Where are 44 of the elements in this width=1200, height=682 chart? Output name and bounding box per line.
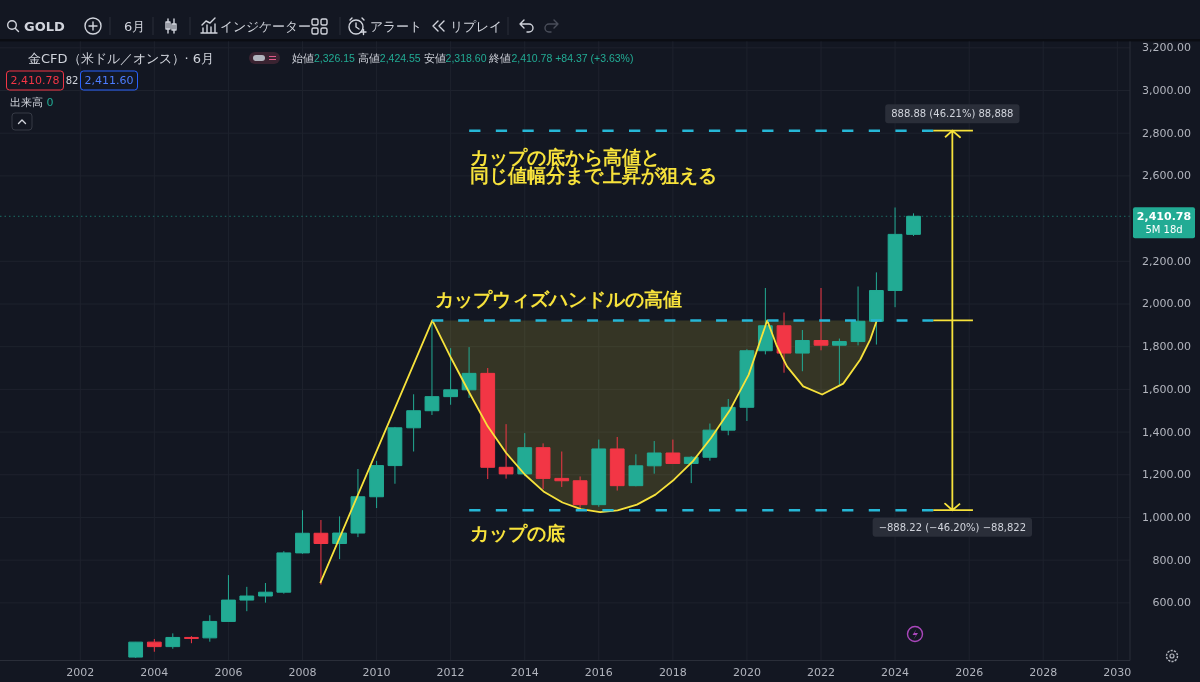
- y-tick-label: 600.00: [1152, 596, 1191, 610]
- x-tick-label: 2012: [436, 665, 465, 679]
- x-tick-label: 2014: [510, 665, 539, 679]
- annotation: カップウィズハンドルの高値: [435, 288, 682, 310]
- y-tick-label: 800.00: [1152, 553, 1191, 567]
- text: 金CFD（米ドル／オンス）· 6月: [28, 50, 215, 66]
- text: 6月: [124, 18, 146, 34]
- y-tick-label: 2,600.00: [1142, 169, 1191, 183]
- x-tick-label: 2030: [1103, 665, 1132, 679]
- y-tick-label: 3,000.00: [1142, 84, 1191, 97]
- y-tick-label: 2,200.00: [1142, 254, 1191, 268]
- text: 始値2,326.15 高値2,424.55 安値2,318.60 終値2,410.78 +84.37 (+3.63%): [292, 52, 634, 64]
- text: GOLD: [24, 18, 66, 34]
- x-tick-label: 2024: [881, 665, 910, 679]
- text: リプレイ: [450, 18, 502, 34]
- x-tick-label: 2004: [140, 665, 169, 679]
- y-tick-label: 1,400.00: [1142, 425, 1191, 439]
- x-tick-label: 2028: [1029, 665, 1058, 679]
- annotation: 82: [65, 75, 79, 86]
- y-tick-label: 2,000.00: [1142, 297, 1191, 311]
- y-tick-label: 1,200.00: [1142, 468, 1191, 482]
- x-tick-label: 2002: [66, 665, 95, 679]
- x-tick-label: 2006: [214, 665, 243, 679]
- annotation: 出来高 0: [10, 95, 54, 109]
- y-tick-label: 2,800.00: [1142, 126, 1191, 140]
- ref-line-label: 2,410.78 5M 18d: [1136, 209, 1192, 235]
- x-tick-label: 2010: [362, 665, 391, 679]
- y-tick-label: 1,000.00: [1142, 510, 1191, 524]
- y-tick-label: 1,800.00: [1142, 340, 1191, 354]
- text: インジケーター: [220, 18, 311, 34]
- x-tick-label: 2026: [955, 665, 984, 679]
- x-tick-label: 2008: [288, 665, 317, 679]
- x-tick-label: 2018: [658, 665, 687, 679]
- annotation: −888.22 (−46.20%) −88,822: [878, 521, 1027, 533]
- x-tick-label: 2020: [732, 665, 761, 679]
- annotation: 2,411.60: [84, 74, 134, 87]
- x-tick-label: 2022: [807, 665, 836, 679]
- y-tick-label: 3,200.00: [1142, 41, 1191, 55]
- annotation: 2,410.78: [10, 74, 60, 87]
- text: アラート: [370, 18, 422, 34]
- annotation: カップの底: [470, 522, 565, 544]
- x-tick-label: 2016: [584, 665, 613, 679]
- y-tick-label: 1,600.00: [1142, 382, 1191, 396]
- annotation: 888.88 (46.21%) 88,888: [891, 108, 1014, 120]
